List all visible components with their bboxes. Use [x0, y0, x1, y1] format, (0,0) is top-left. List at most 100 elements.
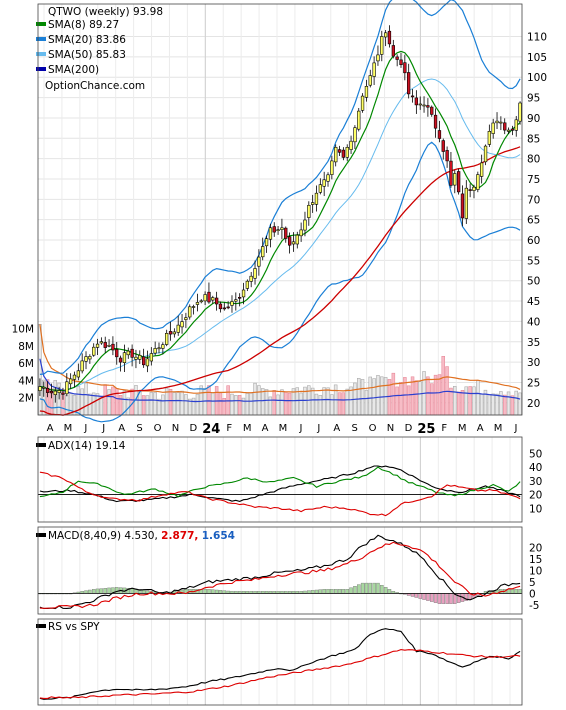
price-y-tick: 40 — [527, 316, 540, 328]
price-panel-frame — [37, 3, 523, 416]
macd-histogram — [38, 582, 522, 604]
candle — [445, 150, 449, 162]
volume-bar — [195, 394, 200, 416]
macd-histogram-bar — [214, 589, 219, 594]
candle — [257, 256, 261, 267]
candle — [134, 356, 138, 360]
volume-bar — [103, 384, 108, 416]
candle — [337, 149, 342, 153]
candle — [456, 171, 461, 193]
volume-bar — [218, 392, 223, 416]
price-y-tick: 90 — [527, 113, 540, 125]
sma8-line — [39, 50, 521, 392]
volume-bar — [426, 376, 430, 416]
volume-bar — [84, 382, 88, 416]
volume-bar — [429, 383, 434, 416]
volume-bar — [322, 387, 326, 416]
volume-bar — [234, 395, 238, 416]
candle — [299, 229, 303, 237]
candle — [95, 343, 100, 348]
volume-y-tick: 8M — [18, 341, 34, 353]
macd-histogram-bar — [449, 593, 453, 604]
volume-bar — [118, 394, 123, 416]
candle — [188, 306, 192, 318]
price-y-tick: 60 — [527, 235, 540, 247]
macd-histogram-bar — [360, 582, 365, 594]
candle — [226, 306, 230, 309]
adx-legend: ADX(14) 19.14 — [36, 440, 126, 452]
macd-histogram-bar — [418, 593, 423, 599]
macd-histogram-bar — [114, 587, 119, 594]
volume-bar — [499, 391, 503, 416]
di_minus-line — [39, 471, 521, 517]
candle — [222, 307, 227, 310]
macd-histogram-bar — [222, 590, 227, 594]
price-y-tick: 110 — [527, 32, 547, 44]
macd-legend-text: MACD(8,40,9) 4.530, 2.877, 1.654 — [48, 530, 235, 542]
candle — [491, 122, 495, 134]
x-axis-label: D — [190, 423, 198, 434]
x-axis-label: J — [298, 423, 302, 434]
candle — [376, 54, 380, 62]
volume-bar — [318, 395, 323, 416]
x-axis-label: S — [136, 423, 142, 434]
price-y-tick: 75 — [527, 174, 540, 186]
volume-bar — [326, 387, 330, 416]
candle — [349, 140, 353, 150]
volume-bar — [237, 394, 242, 416]
macd-histogram-bar — [376, 582, 380, 594]
candle — [372, 62, 376, 77]
macd-histogram-bar — [372, 582, 376, 594]
candle — [318, 184, 323, 193]
volume-bar — [433, 374, 438, 416]
rs-legend-text: RS vs SPY — [48, 621, 100, 633]
candle — [272, 226, 276, 233]
volume-bar — [157, 398, 161, 416]
x-axis-label: J — [514, 423, 518, 434]
candle — [330, 160, 334, 175]
candle — [410, 95, 415, 98]
macd-histogram-bar — [422, 593, 426, 600]
candle — [345, 147, 349, 158]
sma50-line — [39, 146, 521, 416]
macd-histogram-bar — [145, 590, 150, 594]
macd-histogram-bar — [307, 590, 311, 594]
candle — [207, 291, 211, 303]
macd-histogram-bar — [387, 589, 392, 594]
candle — [295, 234, 299, 245]
macd-histogram-bar — [310, 590, 315, 594]
macd-histogram-bar — [414, 593, 419, 598]
x-axis-label: S — [352, 423, 358, 434]
macd-lines — [38, 534, 522, 610]
x-axis-label: O — [369, 423, 377, 434]
volume-bar — [502, 394, 507, 416]
volume-bar — [111, 386, 115, 416]
macd-histogram-bar — [88, 589, 92, 594]
candle — [145, 358, 150, 367]
price-legend: QTWO (weekly) 93.98 SMA(8) 89.27 SMA(20)… — [36, 6, 163, 92]
indicator-y-tick: 20 — [529, 490, 542, 502]
macd-histogram-bar — [330, 589, 334, 594]
volume-bar — [280, 389, 284, 416]
volume-bar — [168, 388, 173, 416]
candle — [103, 342, 107, 348]
indicator-y-tick: 10 — [529, 566, 542, 578]
x-axis-label: A — [47, 423, 54, 434]
indicator-y-tick: 10 — [529, 503, 542, 515]
candle — [387, 30, 392, 45]
candle — [291, 241, 296, 245]
x-axis-label: M — [64, 423, 73, 434]
x-axis-label: M — [279, 423, 288, 434]
volume-bar — [287, 392, 292, 416]
price-y-tick: 100 — [527, 72, 547, 84]
x-axis-label: M — [494, 423, 503, 434]
candle — [441, 140, 445, 152]
volume-bar — [372, 378, 376, 416]
volume-bar — [145, 395, 150, 416]
volume-bar — [299, 392, 303, 416]
volume-bar — [38, 323, 42, 416]
volume-bar — [514, 390, 518, 416]
volume-average-line — [39, 324, 521, 394]
